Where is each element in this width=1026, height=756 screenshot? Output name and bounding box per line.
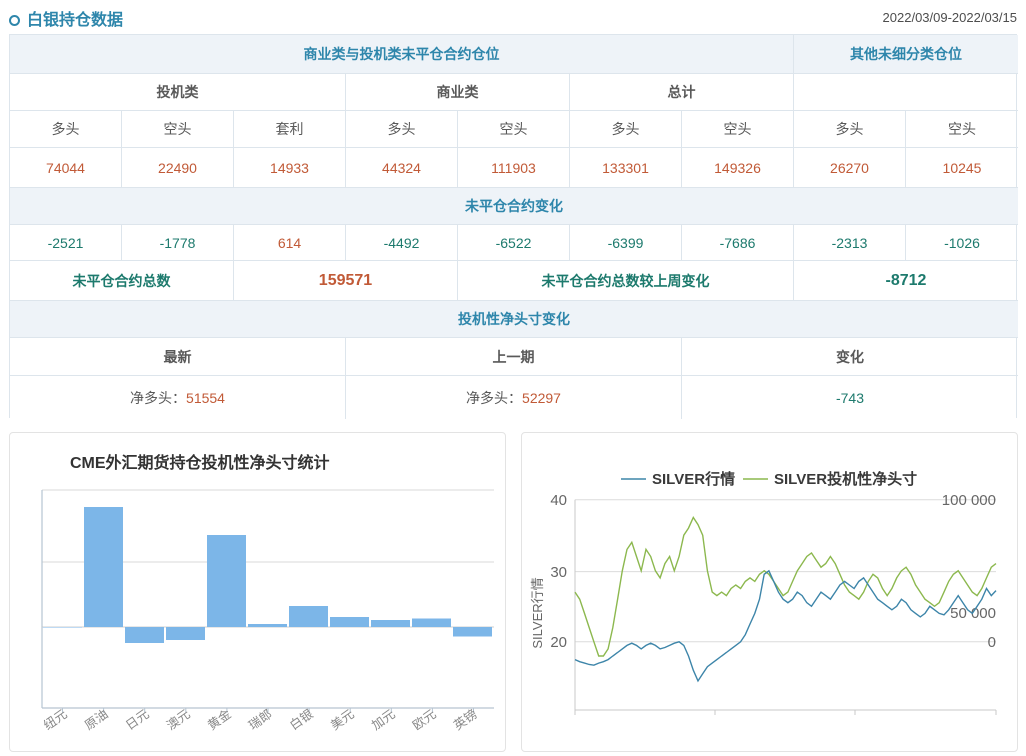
svg-text:30: 30 [550,564,567,581]
svg-text:瑞郎: 瑞郎 [246,707,275,733]
svg-text:日元: 日元 [123,707,152,733]
svg-text:黄金: 黄金 [205,706,234,733]
svg-text:SILVER投机性净头寸: SILVER投机性净头寸 [774,470,917,488]
svg-text:澳元: 澳元 [164,707,193,733]
svg-text:美元: 美元 [328,707,357,733]
svg-text:SILVER行情: SILVER行情 [530,577,545,648]
svg-text:欧元: 欧元 [410,707,439,733]
svg-text:白银: 白银 [287,706,316,733]
svg-text:纽元: 纽元 [41,707,70,733]
svg-text:原油: 原油 [82,707,111,733]
svg-text:0: 0 [988,634,996,651]
svg-text:100 000: 100 000 [942,492,996,509]
svg-text:加元: 加元 [369,707,398,733]
svg-text:20: 20 [550,634,567,651]
svg-text:英镑: 英镑 [451,706,480,733]
svg-text:SILVER行情: SILVER行情 [652,470,735,488]
svg-text:40: 40 [550,492,567,509]
